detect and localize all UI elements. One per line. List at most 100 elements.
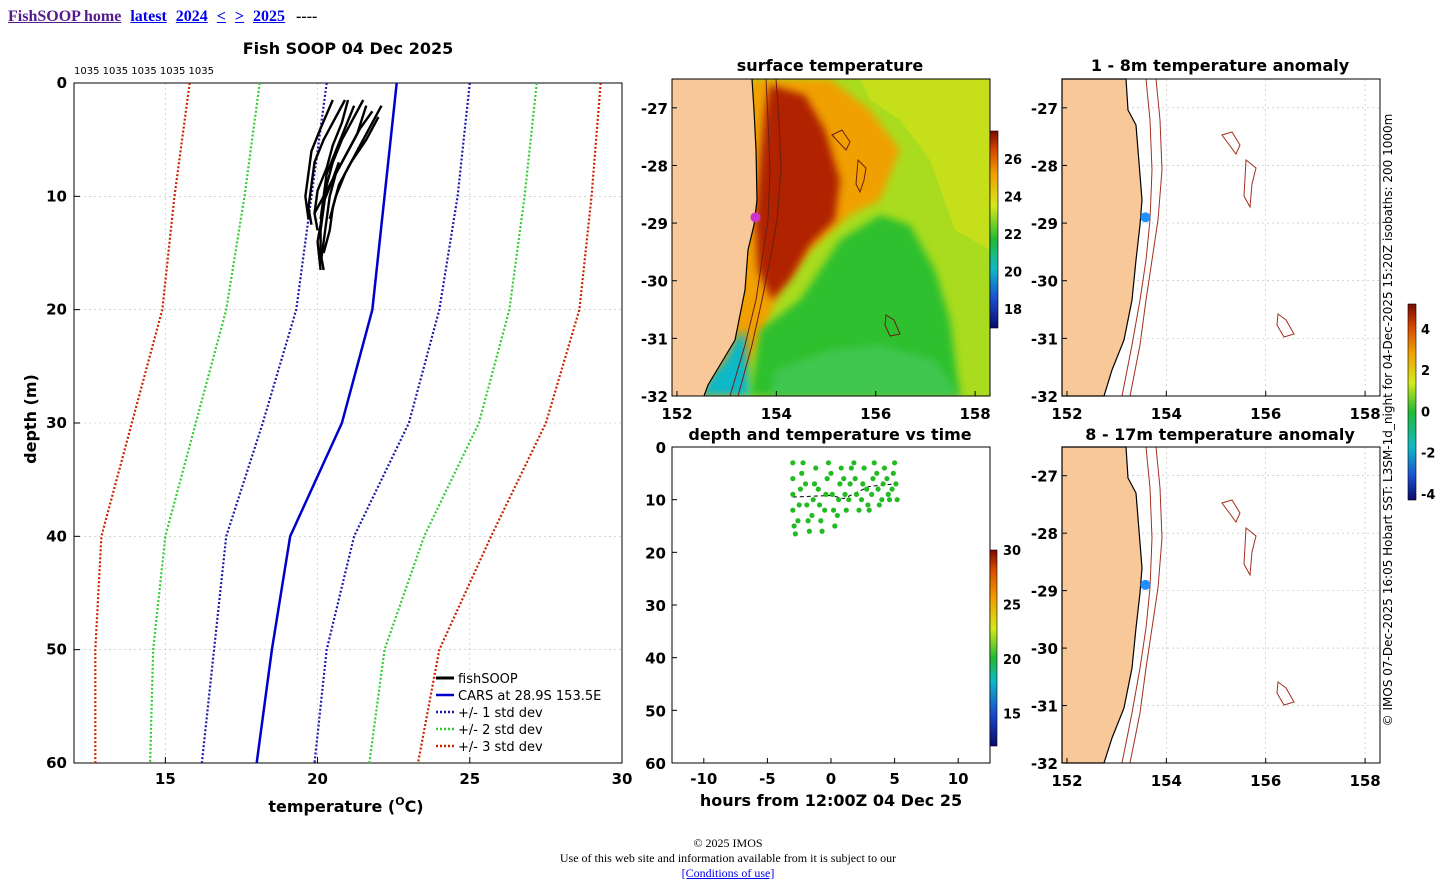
legend-std1: +/- 1 std dev (458, 706, 543, 721)
ts-y-tick-label: 40 (645, 650, 666, 668)
anom2-seamount (1243, 527, 1257, 577)
next-year-link[interactable]: 2025 (253, 8, 286, 25)
anom1-isobath-200 (1121, 78, 1153, 397)
sst-current-core (755, 85, 840, 300)
next-link[interactable]: > (234, 8, 245, 25)
ts-point (823, 491, 829, 497)
map-y-tick-label: -29 (1031, 215, 1058, 233)
ts-point (871, 460, 877, 466)
ts-frame (671, 446, 991, 764)
ts-point (830, 507, 837, 513)
anom2-frame (1061, 446, 1381, 764)
sst-cool-south (770, 345, 960, 396)
ts-point (802, 481, 809, 487)
ts-point (848, 465, 854, 471)
fishsoop-profiles (304, 99, 383, 271)
ts-point (869, 491, 875, 497)
ts-point (880, 481, 886, 487)
map-y-tick-label: -29 (641, 215, 668, 233)
ts-points (790, 460, 900, 537)
prev-link[interactable]: < (216, 8, 226, 25)
profile-y-tick-label: 60 (46, 754, 67, 772)
ts-point (796, 502, 802, 508)
map-x-tick-label: 152 (1051, 405, 1082, 423)
fishsoop-profile-line (319, 99, 365, 271)
sst-offshore-warm (860, 79, 990, 250)
map-y-tick-label: -27 (1031, 100, 1058, 118)
anomaly-1-8m-map: 1 - 8m temperature anomaly 152 154 156 158 -… (1031, 56, 1381, 423)
sst-seamount (855, 158, 867, 194)
ts-point (837, 481, 843, 487)
map-y-tick-label: -32 (1031, 755, 1058, 773)
profile-y-tick-label: 20 (46, 301, 67, 319)
ts-point (851, 460, 857, 466)
footer-copyright: © 2025 IMOS (693, 836, 763, 850)
fishsoop-profile-line (322, 116, 380, 254)
map-y-tick-label: -30 (1031, 273, 1058, 291)
depth-time-chart: depth and temperature vs time -10 -5 0 5 10 0… (645, 425, 1021, 810)
sst-seamount (884, 314, 901, 337)
sst-land (672, 79, 757, 396)
ts-point (894, 497, 900, 503)
sst-location-marker (750, 212, 761, 223)
ts-point (813, 465, 819, 471)
sst-isobath-1000 (737, 79, 782, 396)
ts-point (834, 512, 840, 519)
map-y-tick-label: -31 (1031, 330, 1058, 348)
colorbar-tick-label: 18 (1004, 303, 1022, 318)
profile-series-line (368, 82, 538, 764)
map-x-tick-label: 152 (1051, 772, 1082, 790)
ts-point (792, 531, 798, 537)
ts-point (853, 491, 860, 497)
sst-coastline (703, 79, 758, 396)
footer-conditions: [Conditions of use] (0, 866, 1456, 880)
ts-point (804, 502, 810, 508)
map-x-tick-label: 154 (1151, 772, 1182, 790)
ts-point (846, 497, 852, 503)
anom2-seamount (1276, 681, 1295, 706)
nav-dashes: ---- (296, 8, 318, 25)
ts-point (797, 486, 804, 492)
ts-point (893, 481, 899, 487)
profile-xlabel: temperature (OC) (268, 795, 423, 816)
latest-link[interactable]: latest (130, 8, 167, 25)
ts-point (825, 460, 832, 466)
map-x-tick-label: 154 (1151, 405, 1182, 423)
profile-top-ticks: 1035 1035 1035 1035 1035 (74, 66, 214, 77)
conditions-link[interactable]: [Conditions of use] (681, 866, 775, 880)
ts-point (874, 470, 880, 476)
profile-x-tick-label: 25 (459, 770, 480, 788)
ts-point (842, 491, 848, 497)
ts-depth-trace (792, 483, 895, 500)
nav-bar: FishSOOP home latest 2024 < >2025 ---- (8, 8, 317, 26)
colorbar-tick-label: 15 (1003, 707, 1021, 722)
ts-point (790, 460, 796, 466)
map-y-tick-label: -27 (641, 100, 668, 118)
ts-x-tick-label: -10 (690, 770, 717, 788)
prev-year-link[interactable]: 2024 (175, 8, 208, 25)
map-x-tick-label: 158 (959, 405, 990, 423)
fishsoop-home-link[interactable]: FishSOOP home (8, 8, 122, 25)
anom1-frame (1061, 78, 1381, 397)
colorbar-tick-label: 30 (1003, 544, 1021, 559)
ts-point (875, 486, 881, 492)
fishsoop-profile-line (316, 105, 368, 271)
legend-fishsoop: fishSOOP (458, 672, 518, 687)
figure: Fish SOOP 04 Dec 2025 1035 1035 1035 103… (21, 39, 1435, 816)
profile-x-ticks: 15 20 25 30 (155, 757, 632, 788)
map-y-tick-label: -29 (1031, 583, 1058, 601)
anom1-seamount (1276, 313, 1295, 338)
ts-point (828, 470, 834, 476)
colorbar-tick-label: 22 (1004, 228, 1022, 243)
ts-ticks: -10 -5 0 5 10 0 10 20 30 40 50 60 (645, 439, 969, 788)
anom2-title: 8 - 17m temperature anomaly (1085, 425, 1355, 444)
colorbar-tick-label: -2 (1421, 447, 1435, 462)
colorbar-tick-label: 26 (1004, 153, 1022, 168)
ts-title: depth and temperature vs time (688, 425, 971, 444)
ts-point (879, 497, 885, 503)
ts-point (795, 518, 801, 524)
colorbar-tick-label: 4 (1421, 323, 1430, 338)
fishsoop-profile-line (313, 161, 340, 214)
ts-point (809, 512, 815, 519)
map-y-tick-label: -31 (641, 330, 668, 348)
